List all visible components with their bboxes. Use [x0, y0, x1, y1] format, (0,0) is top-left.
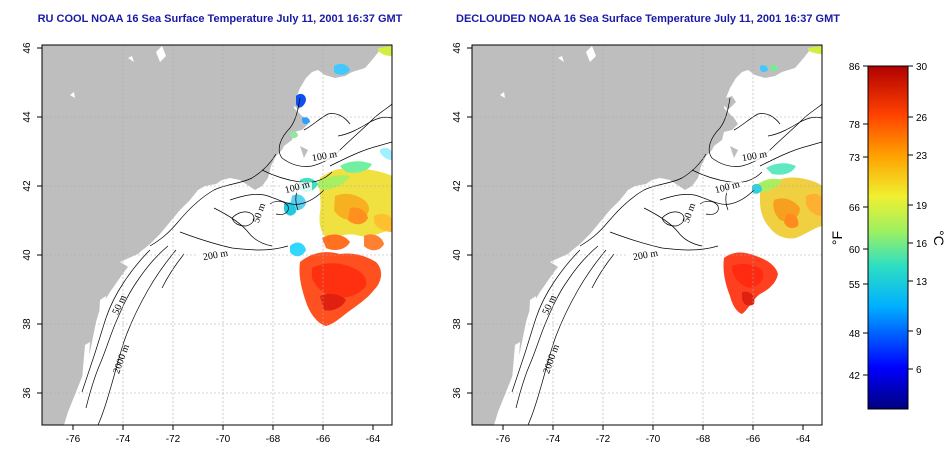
fahrenheit-unit-label: °F	[829, 231, 845, 245]
x-tick-label: -74	[546, 434, 561, 445]
map-title: DECLOUDED NOAA 16 Sea Surface Temperatur…	[456, 13, 840, 25]
map-panel-rucool: RU COOL NOAA 16 Sea Surface Temperature …	[22, 13, 403, 445]
y-tick-label: 38	[22, 318, 33, 330]
colorbar-ramp	[867, 65, 909, 410]
celsius-tick: 6	[916, 365, 922, 376]
contour-label: 100 m	[311, 149, 338, 164]
fahrenheit-tick: 42	[849, 371, 861, 382]
contour-label: 200 m	[632, 248, 659, 263]
graticule	[472, 45, 822, 425]
colorbar: 86 78 73 66 60 55 48 42 30 26 23 19 16 1…	[829, 62, 947, 410]
y-tick-label: 42	[22, 180, 33, 192]
sst-field	[723, 46, 822, 314]
map-panel-declouded: DECLOUDED NOAA 16 Sea Surface Temperatur…	[452, 13, 840, 445]
y-axis	[467, 47, 472, 394]
celsius-tick: 16	[916, 239, 928, 250]
y-tick-label: 38	[452, 318, 463, 330]
y-tick-label: 40	[452, 249, 463, 261]
x-tick-label: -70	[646, 434, 661, 445]
fahrenheit-tick: 66	[849, 203, 861, 214]
y-tick-label: 44	[22, 111, 33, 123]
x-axis	[72, 425, 374, 430]
contour-label: 200 m	[202, 248, 229, 263]
y-axis	[37, 47, 42, 394]
fahrenheit-tick: 86	[849, 62, 861, 73]
x-tick-label: -72	[166, 434, 181, 445]
contour-label: 100 m	[741, 149, 768, 164]
x-tick-label: -74	[116, 434, 131, 445]
fahrenheit-tick: 48	[849, 329, 861, 340]
x-tick-label: -76	[66, 434, 81, 445]
x-tick-label: -76	[496, 434, 511, 445]
colorbar-ticks	[863, 65, 913, 376]
celsius-tick: 13	[916, 277, 928, 288]
celsius-tick: 23	[916, 151, 928, 162]
x-tick-label: -64	[796, 434, 811, 445]
x-tick-label: -70	[216, 434, 231, 445]
y-tick-label: 42	[452, 180, 463, 192]
y-tick-label: 40	[22, 249, 33, 261]
map-title: RU COOL NOAA 16 Sea Surface Temperature …	[38, 13, 403, 25]
x-tick-label: -68	[266, 434, 281, 445]
x-tick-label: -72	[596, 434, 611, 445]
map-body: 100 m 100 m 50 m 200 m 50 m 2000 m	[42, 45, 392, 425]
y-tick-label: 36	[22, 387, 33, 399]
fahrenheit-tick: 78	[849, 120, 861, 131]
x-tick-label: -66	[746, 434, 761, 445]
x-tick-label: -68	[696, 434, 711, 445]
map-frame	[471, 44, 823, 426]
celsius-tick: 9	[916, 327, 922, 338]
celsius-tick: 26	[916, 113, 928, 124]
celsius-unit-label: °C	[931, 230, 947, 246]
x-tick-label: -66	[316, 434, 331, 445]
celsius-tick: 19	[916, 201, 928, 212]
x-tick-label: -64	[366, 434, 381, 445]
y-tick-label: 44	[452, 111, 463, 123]
fahrenheit-tick: 73	[849, 153, 861, 164]
sst-field	[284, 46, 392, 326]
map-body: 100 m 100 m 50 m 200 m 50 m 2000 m	[472, 45, 822, 425]
fahrenheit-tick: 60	[849, 245, 861, 256]
y-tick-label: 46	[22, 42, 33, 54]
map-frame	[41, 44, 393, 426]
y-tick-label: 36	[452, 387, 463, 399]
fahrenheit-tick: 55	[849, 280, 861, 291]
celsius-tick: 30	[916, 62, 928, 73]
graticule	[42, 45, 392, 425]
x-axis	[502, 425, 804, 430]
y-tick-label: 46	[452, 42, 463, 54]
